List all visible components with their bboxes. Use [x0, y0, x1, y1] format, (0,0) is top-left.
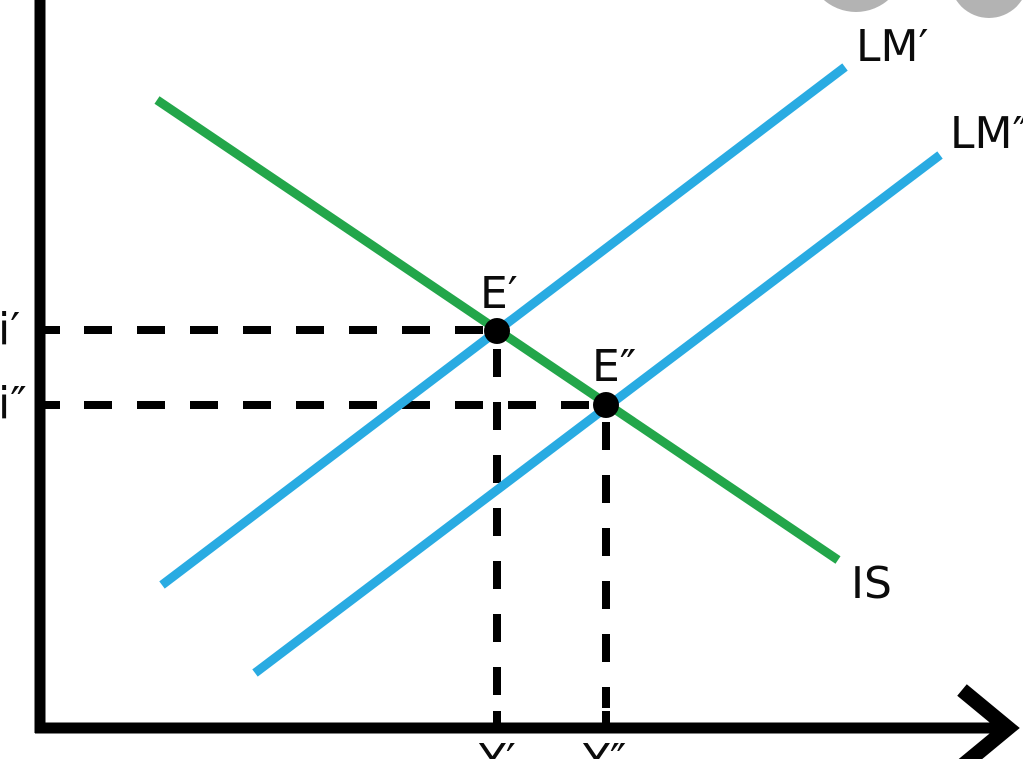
x-axis-arrow-icon — [957, 684, 1020, 759]
decorative-circle-right — [956, 0, 1022, 18]
curve-label-lm-double-prime: LM″ — [950, 108, 1023, 159]
decorative-circle-left — [823, 0, 889, 12]
x-axis-label-y-prime: Y′ — [478, 735, 516, 759]
curve-label-is: IS — [851, 558, 892, 609]
y-axis-label-i-double-prime: i″ — [0, 378, 27, 429]
equilibrium-point-e-prime — [484, 318, 510, 344]
y-axis-label-i-prime: i′ — [0, 304, 20, 355]
point-label-e-prime: E′ — [480, 268, 518, 319]
equilibrium-point-e-double-prime — [593, 392, 619, 418]
point-label-e-double-prime: E″ — [592, 341, 636, 392]
curve-label-lm-prime: LM′ — [856, 21, 928, 72]
x-axis-label-y-double-prime: Y″ — [582, 735, 626, 759]
